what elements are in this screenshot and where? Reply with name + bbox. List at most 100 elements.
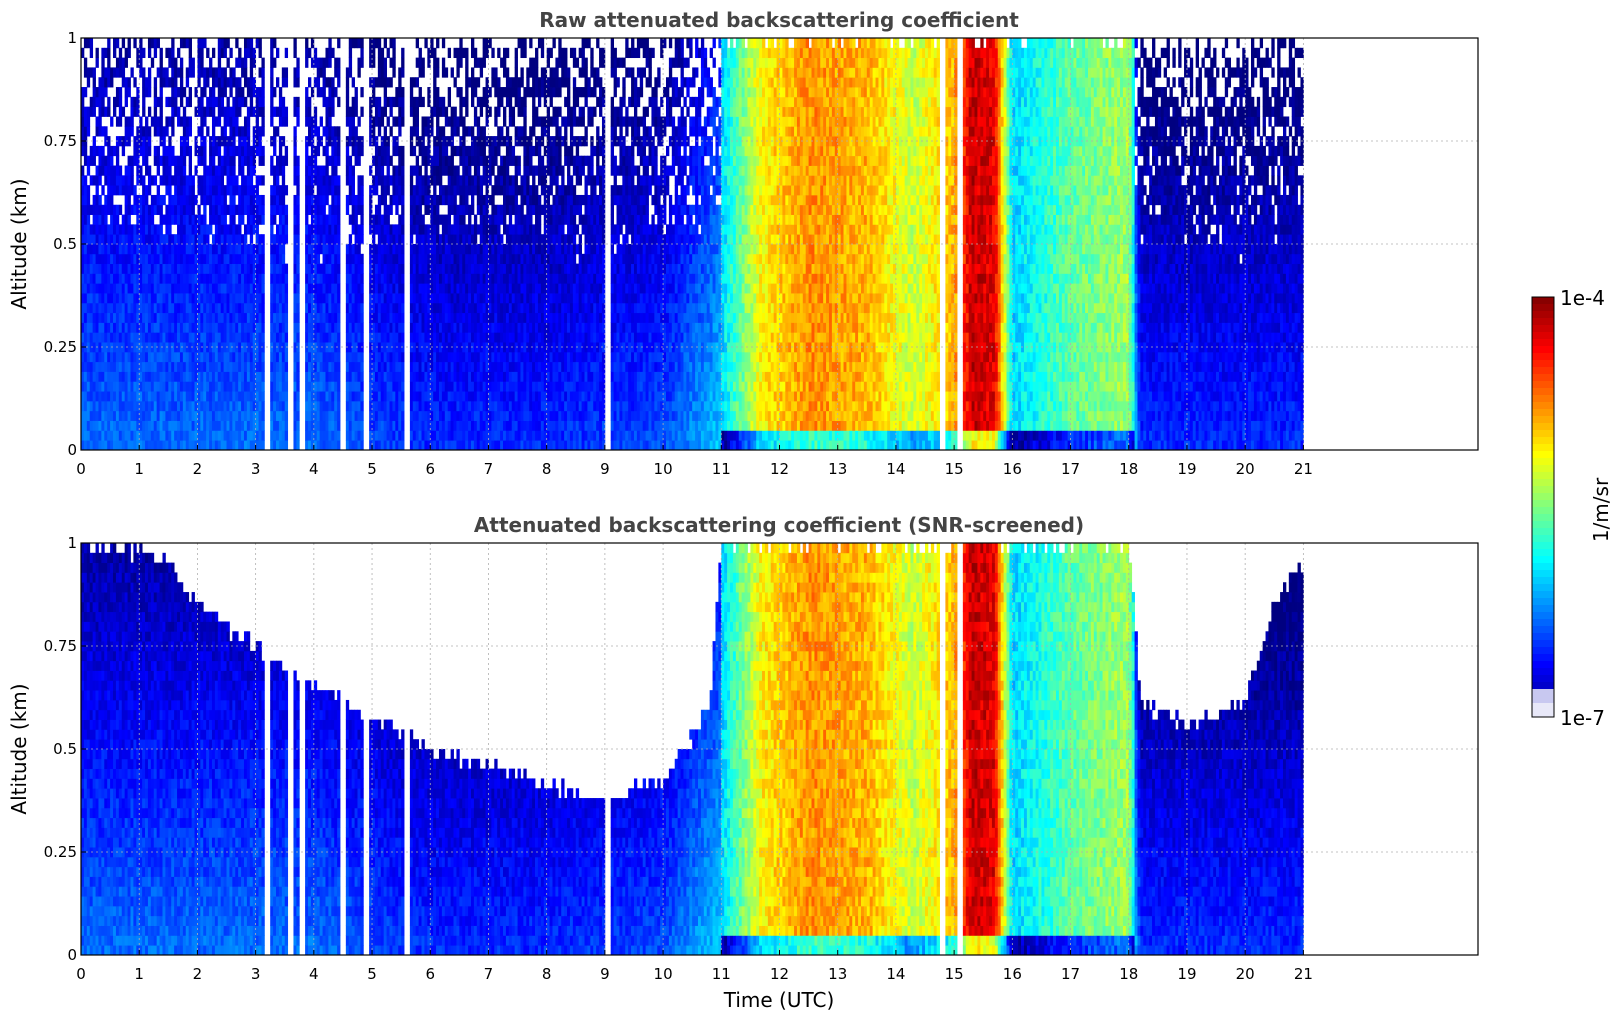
heatmap-cell xyxy=(261,204,265,215)
heatmap-cell xyxy=(104,263,108,274)
heatmap-cell xyxy=(92,371,96,382)
heatmap-cell xyxy=(226,106,230,117)
heatmap-cell xyxy=(258,381,262,392)
heatmap-cell xyxy=(401,57,405,68)
heatmap-cell xyxy=(89,155,94,166)
heatmap-cell xyxy=(360,381,364,392)
heatmap-cell xyxy=(372,57,376,68)
heatmap-cell xyxy=(174,155,178,166)
heatmap-cell xyxy=(209,440,213,451)
heatmap-cell xyxy=(185,38,190,49)
heatmap-cell xyxy=(261,381,265,392)
heatmap-cell xyxy=(258,145,262,157)
heatmap-cell xyxy=(179,263,184,274)
heatmap-cell xyxy=(121,244,126,255)
heatmap-cell xyxy=(476,332,481,343)
heatmap-cell xyxy=(308,302,312,314)
heatmap-cell xyxy=(258,67,262,78)
heatmap-cell xyxy=(206,67,210,78)
heatmap-cell xyxy=(415,165,420,176)
heatmap-cell xyxy=(328,332,332,343)
heatmap-cell xyxy=(322,332,326,343)
heatmap-cell xyxy=(284,410,289,421)
heatmap-cell xyxy=(430,302,434,314)
heatmap-cell xyxy=(418,224,422,235)
heatmap-cell xyxy=(412,381,417,392)
heatmap-cell xyxy=(450,116,454,127)
heatmap-cell xyxy=(427,244,431,255)
heatmap-cell xyxy=(459,400,463,412)
heatmap-cell xyxy=(418,273,422,284)
heatmap-cell xyxy=(162,361,166,372)
heatmap-cell xyxy=(488,38,492,49)
heatmap-cell xyxy=(273,204,277,215)
heatmap-cell xyxy=(441,312,446,323)
heatmap-cell xyxy=(168,342,172,353)
heatmap-cell xyxy=(354,234,358,245)
heatmap-cell xyxy=(392,440,396,451)
heatmap-cell xyxy=(217,293,222,304)
heatmap-cell xyxy=(427,361,431,372)
heatmap-cell xyxy=(113,175,117,186)
heatmap-cell xyxy=(293,283,297,294)
heatmap-cell xyxy=(418,204,422,215)
heatmap-cell xyxy=(107,204,111,215)
heatmap-cell xyxy=(482,273,486,284)
heatmap-cell xyxy=(328,371,332,382)
heatmap-cell xyxy=(261,175,265,186)
heatmap-cell xyxy=(325,293,329,304)
heatmap-cell xyxy=(182,361,187,372)
heatmap-cell xyxy=(447,263,452,274)
heatmap-cell xyxy=(325,96,329,108)
heatmap-cell xyxy=(503,106,507,117)
heatmap-cell xyxy=(145,204,149,215)
heatmap-cell xyxy=(305,391,309,402)
heatmap-cell xyxy=(305,175,309,186)
heatmap-cell xyxy=(497,224,501,235)
heatmap-cell xyxy=(296,155,300,166)
heatmap-cell xyxy=(351,420,355,431)
heatmap-cell xyxy=(284,351,289,363)
heatmap-cell xyxy=(383,410,387,421)
heatmap-cell xyxy=(345,145,350,157)
heatmap-cell xyxy=(465,185,469,196)
heatmap-cell xyxy=(150,440,155,451)
heatmap-cell xyxy=(511,391,516,402)
heatmap-cell xyxy=(203,273,207,284)
heatmap-cell xyxy=(226,204,230,215)
heatmap-cell xyxy=(372,430,376,441)
heatmap-cell xyxy=(136,302,140,314)
heatmap-cell xyxy=(179,273,184,284)
heatmap-cell xyxy=(468,234,472,245)
heatmap-cell xyxy=(249,204,254,215)
heatmap-cell xyxy=(377,204,382,215)
heatmap-cell xyxy=(255,126,259,137)
heatmap-cell xyxy=(468,126,472,137)
heatmap-cell xyxy=(471,47,475,59)
heatmap-cell xyxy=(389,38,393,49)
heatmap-cell xyxy=(351,430,355,441)
heatmap-cell xyxy=(246,381,251,392)
heatmap-cell xyxy=(468,342,472,353)
heatmap-cell xyxy=(179,77,184,88)
heatmap-cell xyxy=(203,224,207,235)
heatmap-cell xyxy=(334,214,338,225)
heatmap-cell xyxy=(107,351,111,363)
heatmap-cell xyxy=(185,361,190,372)
heatmap-cell xyxy=(281,204,286,215)
heatmap-cell xyxy=(223,136,227,147)
heatmap-cell xyxy=(220,165,225,176)
heatmap-cell xyxy=(118,253,123,265)
heatmap-cell xyxy=(500,263,504,274)
heatmap-cell xyxy=(142,224,146,235)
heatmap-cell xyxy=(508,244,513,255)
heatmap-cell xyxy=(168,194,172,206)
heatmap-cell xyxy=(81,371,85,382)
heatmap-cell xyxy=(278,234,283,245)
heatmap-cell xyxy=(348,371,353,382)
heatmap-cell xyxy=(436,322,440,333)
heatmap-cell xyxy=(508,96,513,108)
heatmap-cell xyxy=(401,351,405,363)
heatmap-cell xyxy=(104,430,108,441)
heatmap-cell xyxy=(505,361,510,372)
